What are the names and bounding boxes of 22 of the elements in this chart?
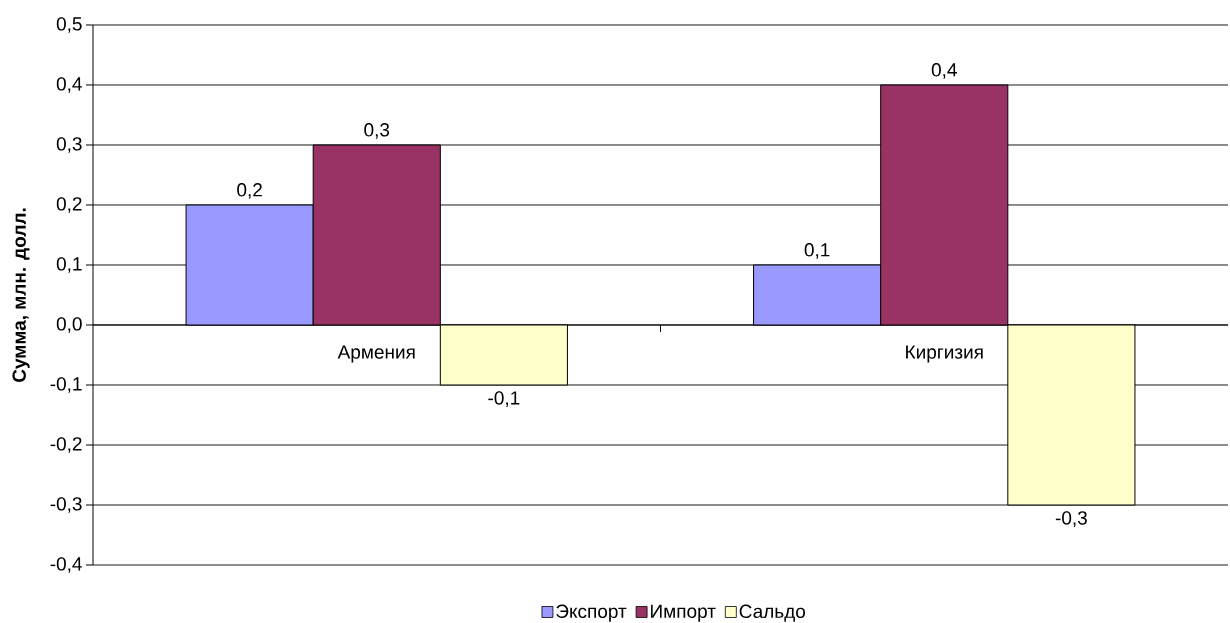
legend-label: Сальдо	[739, 604, 806, 622]
y-tick-label: -0,3	[50, 497, 82, 513]
data-label: -0,1	[488, 391, 520, 407]
data-label: 0,4	[931, 63, 957, 79]
x-tick-label: Армения	[337, 345, 415, 363]
legend-label: Импорт	[651, 604, 716, 622]
data-label: 0,3	[364, 123, 390, 139]
legend-label: Экспорт	[556, 604, 627, 622]
y-tick-label: 0,2	[56, 197, 82, 213]
y-axis-title: Сумма, млн. долл.	[12, 208, 30, 382]
y-tick-label: 0,4	[56, 77, 82, 93]
y-tick-label: 0,1	[56, 257, 82, 273]
y-tick-label: 0,5	[56, 17, 82, 33]
y-tick-label: 0,0	[56, 317, 82, 333]
y-tick-label: -0,4	[50, 557, 82, 573]
y-tick-label: -0,1	[50, 377, 82, 393]
y-tick-label: -0,2	[50, 437, 82, 453]
y-tick-label: 0,3	[56, 137, 82, 153]
x-tick-label: Киргизия	[906, 345, 983, 363]
data-label: -0,3	[1055, 511, 1087, 527]
data-label: 0,1	[804, 243, 830, 259]
data-label: 0,2	[237, 183, 262, 199]
